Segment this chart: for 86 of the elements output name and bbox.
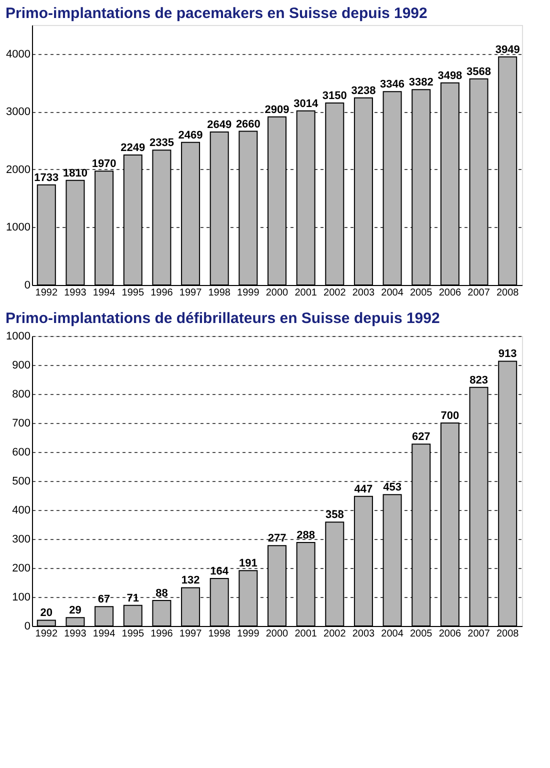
data-label: 1733	[34, 172, 59, 184]
data-label: 2649	[207, 118, 232, 131]
chart-title: Primo-implantations de défibrillateurs en Suisse depuis 1992	[6, 310, 440, 327]
y-tick-label: 0	[24, 620, 30, 632]
y-tick-label: 4000	[6, 48, 30, 60]
data-label: 453	[383, 482, 402, 494]
x-tick-label: 1992	[35, 288, 58, 298]
x-tick-label: 2003	[352, 288, 376, 298]
y-tick-label: 2000	[6, 164, 30, 176]
x-tick-label: 1993	[64, 288, 87, 298]
x-tick-label: 1997	[179, 628, 202, 640]
data-label: 3014	[294, 98, 319, 110]
x-tick-label: 2005	[410, 628, 433, 640]
y-tick-label: 800	[12, 388, 30, 400]
x-tick-label: 2004	[381, 288, 404, 298]
data-label: 1970	[92, 158, 116, 170]
data-label: 3568	[466, 66, 492, 78]
data-label: 288	[296, 529, 316, 542]
x-tick-label: 1994	[92, 288, 116, 298]
data-label: 3346	[380, 78, 405, 91]
data-label: 2660	[236, 118, 260, 130]
y-tick-label: 500	[12, 476, 30, 488]
y-tick-label: 100	[12, 592, 30, 604]
data-label: 132	[181, 574, 200, 587]
y-tick-label: 0	[24, 280, 30, 292]
y-tick-label: 3000	[6, 106, 30, 118]
x-tick-label: 1998	[208, 628, 231, 640]
data-label: 700	[440, 410, 460, 422]
data-label: 3238	[351, 84, 376, 97]
x-tick-label: 2000	[266, 628, 289, 640]
chart-title: Primo-implantations de pacemakers en Suisse depuis 1992	[6, 5, 428, 22]
y-tick-label: 1000	[6, 330, 30, 342]
x-tick-label: 2001	[294, 628, 318, 640]
data-label: 447	[354, 483, 373, 496]
x-tick-label: 2006	[438, 288, 462, 298]
data-label: 88	[156, 587, 168, 600]
data-label: 277	[268, 532, 286, 545]
y-tick-label: 700	[12, 418, 30, 430]
data-label: 2469	[178, 129, 203, 142]
data-label: 3498	[438, 70, 462, 82]
data-label: 627	[412, 431, 430, 444]
data-label: 3949	[495, 44, 520, 56]
x-tick-label: 1996	[150, 628, 174, 640]
y-tick-label: 300	[12, 534, 30, 546]
x-tick-label: 1998	[208, 288, 231, 298]
data-label: 2249	[120, 142, 146, 154]
data-label: 913	[498, 348, 517, 360]
data-label: 29	[69, 604, 82, 617]
data-label: 3382	[408, 76, 434, 89]
data-label: 67	[98, 594, 110, 606]
data-label: 164	[210, 565, 230, 578]
x-tick-label: 2002	[324, 628, 346, 640]
x-tick-label: 2007	[468, 628, 490, 640]
data-label: 71	[126, 592, 140, 604]
x-tick-label: 1997	[179, 288, 202, 298]
data-label: 191	[238, 558, 258, 570]
x-tick-label: 2007	[468, 288, 490, 298]
data-label: 1810	[62, 167, 88, 180]
y-tick-label: 1000	[6, 222, 30, 234]
y-tick-label: 200	[12, 562, 30, 574]
x-tick-label: 2003	[352, 628, 376, 640]
data-label: 2335	[149, 137, 174, 150]
x-tick-label: 2000	[266, 288, 289, 298]
x-tick-label: 2004	[381, 628, 404, 640]
x-tick-label: 1996	[150, 288, 174, 298]
x-tick-label: 2006	[438, 628, 462, 640]
x-tick-label: 1999	[237, 288, 260, 298]
data-label: 3150	[322, 90, 347, 102]
x-tick-label: 1995	[122, 288, 144, 298]
x-tick-label: 1992	[35, 628, 58, 640]
x-tick-label: 1993	[64, 628, 87, 640]
x-tick-label: 2001	[294, 288, 318, 298]
x-tick-label: 1995	[122, 628, 144, 640]
data-label: 358	[325, 509, 344, 522]
x-tick-label: 2008	[496, 288, 520, 298]
y-tick-label: 600	[12, 446, 30, 458]
x-tick-label: 1999	[237, 628, 260, 640]
x-tick-label: 2002	[324, 288, 346, 298]
y-tick-label: 900	[12, 360, 30, 372]
data-label: 823	[470, 374, 488, 386]
x-tick-label: 1994	[92, 628, 116, 640]
x-tick-label: 2008	[496, 628, 520, 640]
data-label: 2909	[264, 104, 290, 116]
y-tick-label: 400	[12, 504, 30, 516]
data-label: 20	[40, 607, 53, 620]
x-tick-label: 2005	[410, 288, 433, 298]
